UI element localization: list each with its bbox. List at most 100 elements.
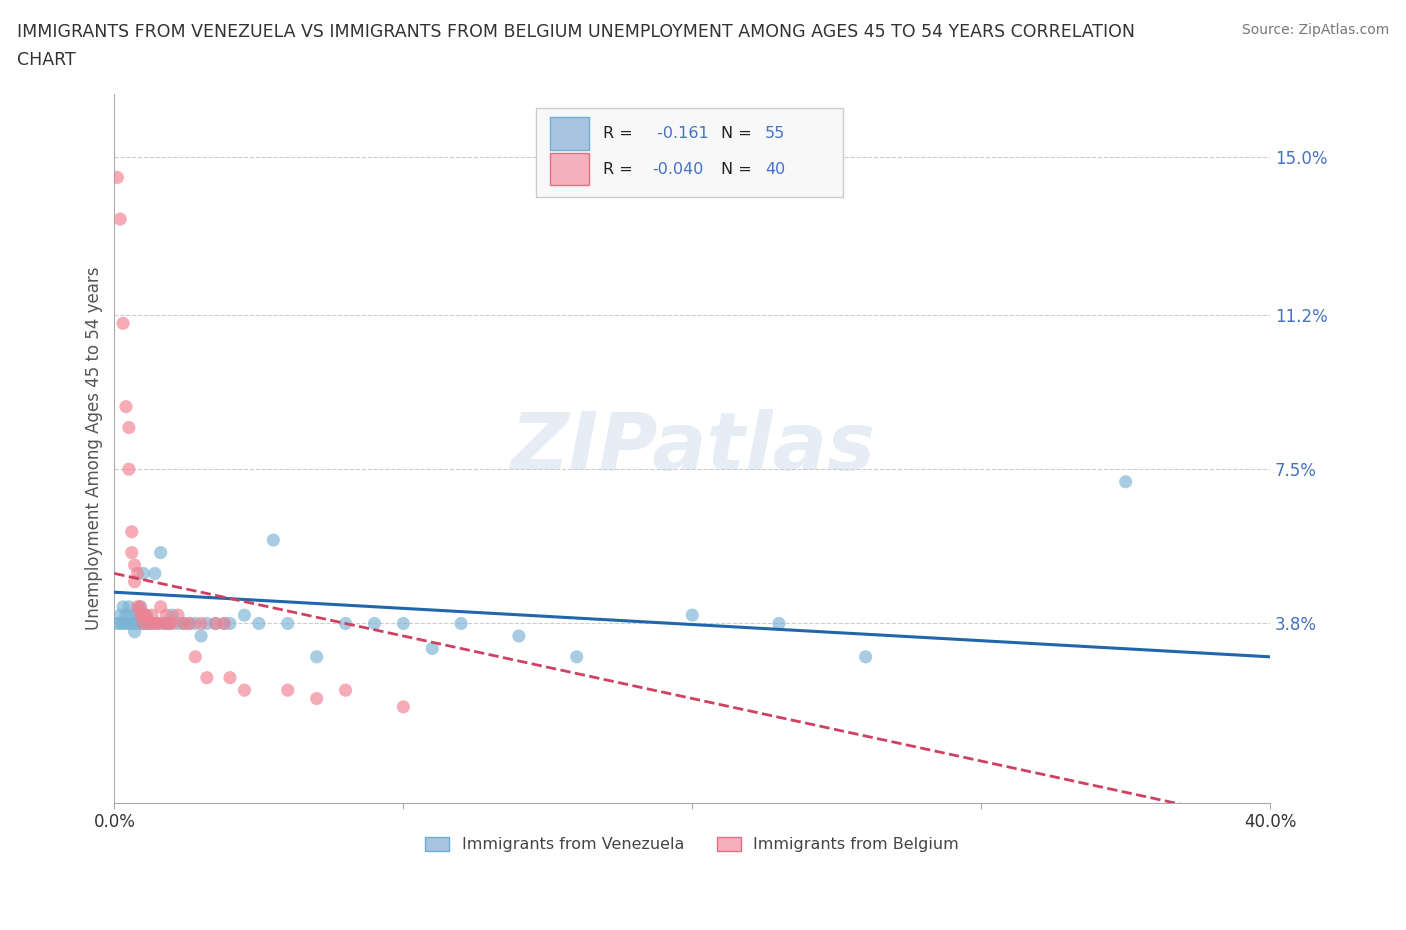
Point bbox=[1115, 474, 1137, 489]
FancyBboxPatch shape bbox=[550, 153, 589, 185]
Point bbox=[363, 616, 385, 631]
Point bbox=[190, 616, 212, 631]
Point bbox=[167, 607, 190, 622]
Point bbox=[121, 616, 143, 631]
Point bbox=[219, 616, 242, 631]
Point bbox=[508, 629, 530, 644]
Point bbox=[212, 616, 235, 631]
Point bbox=[450, 616, 472, 631]
Point bbox=[204, 616, 226, 631]
Point bbox=[277, 683, 299, 698]
Point bbox=[143, 616, 166, 631]
Point bbox=[124, 558, 146, 573]
Point bbox=[262, 533, 284, 548]
Point bbox=[121, 545, 143, 560]
Point bbox=[212, 616, 235, 631]
Point bbox=[392, 616, 415, 631]
Point bbox=[184, 649, 207, 664]
Point bbox=[112, 316, 135, 331]
Point bbox=[108, 212, 131, 227]
Point bbox=[138, 616, 160, 631]
Text: R =: R = bbox=[603, 126, 638, 140]
Point bbox=[118, 462, 141, 477]
Point bbox=[118, 420, 141, 435]
Point bbox=[132, 566, 155, 581]
Point bbox=[141, 607, 163, 622]
Point bbox=[138, 616, 160, 631]
Point bbox=[129, 599, 152, 614]
Point bbox=[118, 616, 141, 631]
FancyBboxPatch shape bbox=[550, 117, 589, 150]
Point bbox=[681, 607, 703, 622]
Text: -0.040: -0.040 bbox=[652, 162, 703, 177]
Text: CHART: CHART bbox=[17, 51, 76, 69]
Point bbox=[115, 399, 138, 414]
Point bbox=[184, 616, 207, 631]
Y-axis label: Unemployment Among Ages 45 to 54 years: Unemployment Among Ages 45 to 54 years bbox=[86, 267, 103, 631]
Point bbox=[132, 616, 155, 631]
Text: IMMIGRANTS FROM VENEZUELA VS IMMIGRANTS FROM BELGIUM UNEMPLOYMENT AMONG AGES 45 : IMMIGRANTS FROM VENEZUELA VS IMMIGRANTS … bbox=[17, 23, 1135, 41]
Point bbox=[132, 616, 155, 631]
Point bbox=[115, 616, 138, 631]
Point bbox=[105, 170, 128, 185]
Text: 55: 55 bbox=[765, 126, 786, 140]
Point bbox=[112, 599, 135, 614]
Point bbox=[157, 616, 180, 631]
Point bbox=[124, 616, 146, 631]
Point bbox=[167, 616, 190, 631]
Point bbox=[127, 616, 149, 631]
Point bbox=[305, 649, 328, 664]
Text: N =: N = bbox=[721, 126, 756, 140]
Point bbox=[127, 566, 149, 581]
Point bbox=[124, 624, 146, 639]
Point bbox=[108, 616, 131, 631]
Point bbox=[112, 616, 135, 631]
Point bbox=[392, 699, 415, 714]
Point bbox=[129, 599, 152, 614]
Point bbox=[233, 683, 256, 698]
Point bbox=[179, 616, 201, 631]
Point bbox=[160, 607, 183, 622]
Point bbox=[157, 616, 180, 631]
Point bbox=[855, 649, 877, 664]
Point bbox=[335, 683, 357, 698]
Text: R =: R = bbox=[603, 162, 638, 177]
Point bbox=[146, 616, 169, 631]
Text: -0.161: -0.161 bbox=[652, 126, 709, 140]
FancyBboxPatch shape bbox=[536, 108, 842, 197]
Point bbox=[121, 607, 143, 622]
Point bbox=[146, 616, 169, 631]
Point bbox=[219, 671, 242, 685]
Point bbox=[132, 607, 155, 622]
Point bbox=[155, 607, 177, 622]
Point bbox=[143, 566, 166, 581]
Point bbox=[190, 629, 212, 644]
Point bbox=[127, 607, 149, 622]
Point bbox=[335, 616, 357, 631]
Point bbox=[135, 616, 157, 631]
Point bbox=[195, 616, 218, 631]
Point bbox=[195, 671, 218, 685]
Point bbox=[115, 607, 138, 622]
Point bbox=[121, 525, 143, 539]
Point bbox=[277, 616, 299, 631]
Point bbox=[127, 599, 149, 614]
Point bbox=[247, 616, 270, 631]
Point bbox=[105, 616, 128, 631]
Point bbox=[420, 641, 443, 656]
Point bbox=[129, 607, 152, 622]
Point bbox=[768, 616, 790, 631]
Point bbox=[118, 599, 141, 614]
Point bbox=[124, 575, 146, 590]
Point bbox=[108, 607, 131, 622]
Point bbox=[204, 616, 226, 631]
Point bbox=[149, 545, 172, 560]
Point bbox=[155, 616, 177, 631]
Point bbox=[565, 649, 588, 664]
Point bbox=[152, 616, 174, 631]
Legend: Immigrants from Venezuela, Immigrants from Belgium: Immigrants from Venezuela, Immigrants fr… bbox=[419, 830, 966, 858]
Point bbox=[135, 607, 157, 622]
Point bbox=[305, 691, 328, 706]
Text: ZIPatlas: ZIPatlas bbox=[510, 409, 875, 487]
Point bbox=[160, 616, 183, 631]
